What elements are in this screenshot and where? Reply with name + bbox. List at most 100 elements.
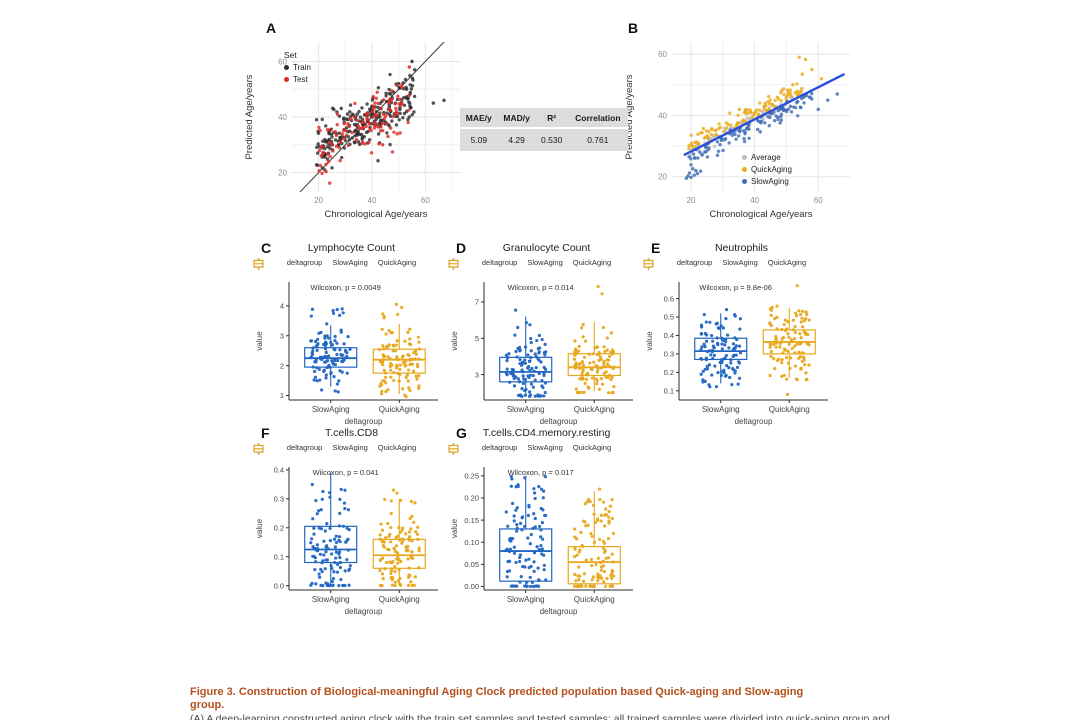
svg-text:Predicted Age/years: Predicted Age/years (244, 74, 255, 159)
svg-text:20: 20 (658, 173, 667, 182)
legend-item-train: Train (284, 63, 311, 72)
panel-g-label: G (456, 425, 467, 441)
average-dot-icon (742, 155, 747, 160)
svg-text:SlowAging: SlowAging (312, 595, 350, 604)
svg-text:Chronological Age/years: Chronological Age/years (325, 209, 428, 220)
legend-item-label: SlowAging (751, 177, 789, 186)
stats-header-mae: MAE/y (460, 108, 498, 129)
legend-item-label: SlowAging (722, 258, 758, 267)
panel-title: T.cells.CD8 (324, 427, 379, 439)
panel-e-boxplot: E Neutrophils deltagroup SlowAging QuickAgin… (643, 238, 840, 430)
panel-b-label: B (628, 20, 639, 36)
svg-text:Wilcoxon, p = 0.017: Wilcoxon, p = 0.017 (508, 468, 574, 477)
legend-title: Set (284, 50, 297, 60)
svg-text:0.4: 0.4 (664, 331, 674, 340)
svg-text:deltagroup: deltagroup (540, 607, 578, 616)
svg-text:0.5: 0.5 (664, 313, 674, 322)
caption-title-line2: group. (190, 699, 225, 711)
svg-text:QuickAging: QuickAging (574, 405, 615, 414)
svg-text:deltagroup: deltagroup (540, 417, 578, 426)
svg-text:20: 20 (687, 196, 696, 205)
stats-header-corr: Correlation (567, 108, 628, 129)
svg-text:4: 4 (280, 302, 284, 311)
stats-value-r2: 0.530 (541, 135, 563, 145)
svg-text:0.05: 0.05 (464, 560, 479, 569)
panel-d-boxplot: D Granulocyte Count deltagroup SlowAging Qui… (448, 238, 645, 430)
stats-header-r2: R² (535, 108, 568, 129)
deltagroup-legend: deltagroup SlowAging QuickAging (253, 443, 450, 455)
svg-text:value: value (450, 518, 459, 538)
legend-item-quickaging: QuickAging (742, 165, 792, 174)
svg-text:Wilcoxon, p = 0.014: Wilcoxon, p = 0.014 (508, 283, 574, 292)
legend-item-label: SlowAging (332, 258, 368, 267)
panel-d-plot: 3 5 7 SlowAging QuickAging Wilcoxon, p = 0.01… (450, 282, 633, 426)
test-dot-icon (284, 77, 289, 82)
legend-title: deltagroup (286, 258, 323, 267)
stats-value-mae: 5.09 (470, 135, 488, 145)
svg-text:Predicted Age/years: Predicted Age/years (624, 74, 635, 159)
svg-text:60: 60 (278, 57, 287, 66)
svg-text:1: 1 (280, 391, 284, 400)
panel-c-label: C (261, 240, 272, 256)
panel-a-legend: Set Train Test (284, 50, 311, 84)
panel-e-plot: 0.1 0.2 0.3 0.4 0.5 0.6 SlowAging QuickAging Wil… (645, 282, 828, 426)
svg-text:20: 20 (314, 196, 323, 205)
svg-text:0.00: 0.00 (464, 582, 479, 591)
svg-text:value: value (255, 331, 264, 351)
legend-title: deltagroup (286, 443, 323, 452)
svg-text:0.1: 0.1 (664, 386, 674, 395)
legend-item-label: QuickAging (572, 258, 612, 267)
legend-item-label: QuickAging (751, 165, 792, 174)
deltagroup-legend: deltagroup SlowAging QuickAging (253, 258, 450, 270)
legend-item-label: SlowAging (527, 443, 563, 452)
panel-c-boxplot: C Lymphocyte Count deltagroup SlowAging Quic… (253, 238, 450, 430)
panel-title: Neutrophils (714, 242, 769, 254)
legend-item-test: Test (284, 75, 311, 84)
svg-text:0.20: 0.20 (464, 494, 479, 503)
legend-item-slowaging: SlowAging (742, 177, 792, 186)
train-dot-icon (284, 65, 289, 70)
caption-body-clipped: (A) A deep-learning constructed aging cl… (190, 713, 890, 720)
panel-a-scatter: A 20 40 60 20 40 60 Chronological Age/years Pre… (238, 14, 470, 230)
figure-caption: Figure 3. Construction of Biological-mea… (190, 686, 896, 720)
svg-text:value: value (450, 331, 459, 351)
svg-text:SlowAging: SlowAging (702, 405, 740, 414)
svg-text:3: 3 (475, 370, 479, 379)
panel-f-label: F (261, 425, 270, 441)
deltagroup-legend: deltagroup SlowAging QuickAging (448, 258, 645, 270)
deltagroup-legend: deltagroup SlowAging QuickAging (448, 443, 645, 455)
legend-item-label: QuickAging (377, 443, 417, 452)
svg-text:0.6: 0.6 (664, 294, 674, 303)
panel-a-label: A (266, 20, 277, 36)
svg-text:0.3: 0.3 (274, 495, 284, 504)
svg-text:0.10: 0.10 (464, 538, 479, 547)
panel-b-scatter: B 20 40 60 20 40 60 Chronological Age/years Pre… (618, 14, 860, 230)
panel-e-label: E (651, 240, 661, 256)
legend-item-label: QuickAging (377, 258, 417, 267)
svg-text:3: 3 (280, 331, 284, 340)
caption-title-line1: Figure 3. Construction of Biological-mea… (190, 686, 804, 698)
slowaging-dot-icon (742, 179, 747, 184)
svg-text:0.4: 0.4 (274, 466, 284, 475)
svg-text:60: 60 (421, 196, 430, 205)
stats-table: MAE/y MAD/y R² Correlation 5.09 4.29 0.5… (460, 108, 628, 151)
panel-f-plot: 0.0 0.1 0.2 0.3 0.4 SlowAging QuickAging Wilcox… (255, 466, 438, 616)
svg-text:deltagroup: deltagroup (345, 417, 383, 426)
legend-item-label: QuickAging (767, 258, 807, 267)
panel-b-legend: Average QuickAging SlowAging (742, 150, 792, 186)
svg-text:QuickAging: QuickAging (574, 595, 615, 604)
svg-text:QuickAging: QuickAging (769, 405, 810, 414)
svg-text:SlowAging: SlowAging (312, 405, 350, 414)
legend-item-label: Test (293, 75, 308, 84)
svg-text:Wilcoxon, p = 0.041: Wilcoxon, p = 0.041 (313, 468, 379, 477)
quickaging-dot-icon (742, 167, 747, 172)
legend-title: deltagroup (481, 443, 518, 452)
panel-g-plot: 0.00 0.05 0.10 0.15 0.20 0.25 SlowAging QuickAg… (450, 467, 633, 616)
svg-text:0.1: 0.1 (274, 552, 284, 561)
svg-text:0.2: 0.2 (664, 368, 674, 377)
legend-item-label: Train (293, 63, 311, 72)
panel-f-boxplot: F T.cells.CD8 deltagroup SlowAging QuickAgin… (253, 423, 450, 620)
svg-text:0.0: 0.0 (274, 581, 284, 590)
